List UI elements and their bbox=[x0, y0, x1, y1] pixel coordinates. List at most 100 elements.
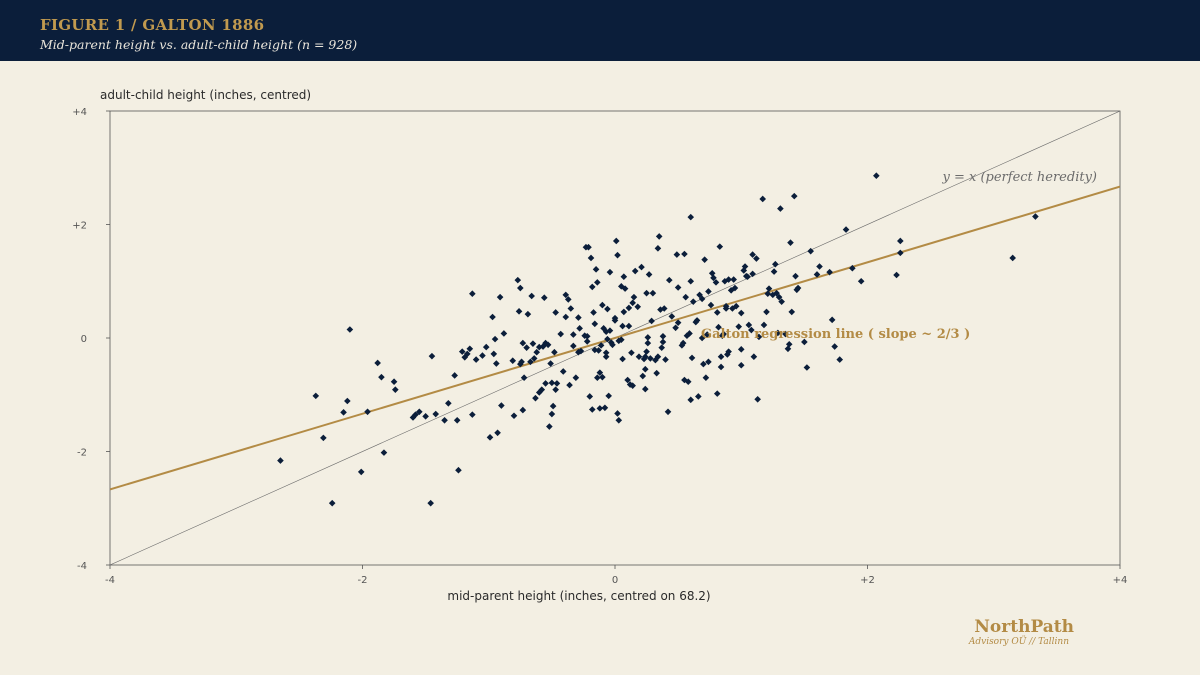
data-point bbox=[643, 289, 650, 297]
data-point bbox=[517, 284, 524, 292]
data-point bbox=[673, 251, 681, 258]
data-point bbox=[749, 251, 756, 258]
data-point bbox=[530, 355, 538, 362]
data-point bbox=[703, 331, 711, 338]
data-point bbox=[412, 411, 419, 418]
y-tick-label: +4 bbox=[72, 107, 87, 118]
data-point bbox=[590, 309, 597, 316]
x-tick-label: -4 bbox=[105, 575, 115, 586]
data-point bbox=[510, 412, 518, 420]
data-point bbox=[523, 344, 530, 351]
data-point bbox=[570, 342, 577, 350]
x-tick-label: +4 bbox=[1113, 575, 1128, 586]
data-point bbox=[769, 291, 777, 299]
data-point bbox=[620, 308, 628, 316]
data-point bbox=[760, 321, 768, 329]
data-point bbox=[625, 304, 633, 312]
data-point bbox=[849, 264, 856, 272]
x-tick-label: 0 bbox=[612, 575, 618, 586]
data-point bbox=[681, 376, 688, 384]
identity-line-label: y = x (perfect heredity) bbox=[941, 170, 1097, 185]
data-point bbox=[831, 343, 838, 350]
data-point bbox=[794, 284, 802, 292]
data-point bbox=[695, 393, 702, 400]
y-tick-label: -2 bbox=[77, 448, 87, 459]
data-point bbox=[427, 499, 434, 507]
x-axis-ticks: -4 -2 0 +2 +4 bbox=[105, 565, 1127, 586]
data-point bbox=[469, 411, 476, 418]
data-point bbox=[672, 324, 679, 332]
data-point bbox=[687, 396, 695, 404]
data-point bbox=[644, 339, 652, 347]
data-point bbox=[567, 305, 575, 312]
data-point bbox=[658, 344, 666, 351]
data-point bbox=[364, 408, 371, 416]
data-point bbox=[312, 392, 320, 400]
data-point bbox=[538, 386, 546, 393]
data-point bbox=[684, 378, 692, 385]
x-axis-label: mid-parent height (inches, centred on 68… bbox=[447, 589, 710, 603]
data-point bbox=[518, 358, 525, 366]
data-point bbox=[583, 332, 591, 340]
x-tick-label: +2 bbox=[860, 575, 875, 586]
data-point bbox=[346, 326, 354, 333]
data-point bbox=[774, 329, 782, 337]
header-banner: FIGURE 1 / GALTON 1886 Mid-parent height… bbox=[0, 0, 1200, 61]
data-point bbox=[378, 373, 385, 381]
data-point bbox=[472, 356, 480, 363]
data-point bbox=[458, 348, 466, 355]
data-point bbox=[601, 404, 609, 412]
data-point bbox=[612, 237, 620, 245]
brand-logo-text: NorthPath bbox=[974, 617, 1074, 637]
brand-tagline: Advisory OÜ // Tallinn bbox=[968, 637, 1069, 647]
data-point bbox=[602, 328, 610, 336]
data-point bbox=[277, 457, 284, 464]
data-point bbox=[648, 317, 655, 325]
data-point bbox=[682, 293, 689, 301]
data-point bbox=[755, 333, 763, 341]
data-point bbox=[687, 213, 695, 221]
data-point bbox=[741, 263, 749, 270]
data-point bbox=[519, 339, 527, 347]
data-point bbox=[763, 308, 770, 316]
data-point bbox=[583, 338, 591, 345]
data-point bbox=[628, 349, 635, 357]
data-point bbox=[566, 381, 573, 389]
data-point bbox=[374, 359, 381, 367]
data-point bbox=[596, 369, 604, 376]
data-point bbox=[546, 423, 553, 430]
data-point bbox=[624, 376, 631, 384]
regression-line-label: Galton regression line ( slope ~ 2/3 ) bbox=[701, 327, 970, 342]
data-point bbox=[409, 414, 417, 421]
data-point bbox=[564, 296, 572, 303]
data-point bbox=[611, 317, 619, 324]
data-point bbox=[857, 277, 865, 285]
data-point bbox=[759, 195, 767, 203]
data-point bbox=[631, 267, 639, 275]
data-point bbox=[720, 330, 727, 338]
data-point bbox=[619, 322, 626, 330]
data-point bbox=[713, 390, 721, 397]
data-point bbox=[790, 192, 798, 200]
data-point bbox=[662, 356, 669, 363]
data-point bbox=[735, 323, 743, 330]
data-point bbox=[575, 314, 582, 321]
data-point bbox=[618, 283, 625, 290]
data-point bbox=[668, 313, 676, 320]
data-point bbox=[441, 416, 448, 424]
data-point bbox=[813, 271, 821, 278]
data-point bbox=[893, 271, 900, 279]
data-point bbox=[357, 468, 365, 476]
y-axis-ticks: -4 -2 0 +2 +4 bbox=[72, 107, 110, 572]
data-point bbox=[428, 352, 436, 360]
data-point bbox=[635, 353, 643, 361]
data-point bbox=[653, 369, 660, 377]
data-point bbox=[737, 361, 745, 369]
data-point bbox=[532, 394, 539, 402]
data-point bbox=[647, 355, 654, 362]
data-point bbox=[619, 355, 626, 363]
data-point bbox=[693, 317, 701, 324]
data-point bbox=[702, 374, 710, 382]
data-point bbox=[562, 291, 570, 299]
